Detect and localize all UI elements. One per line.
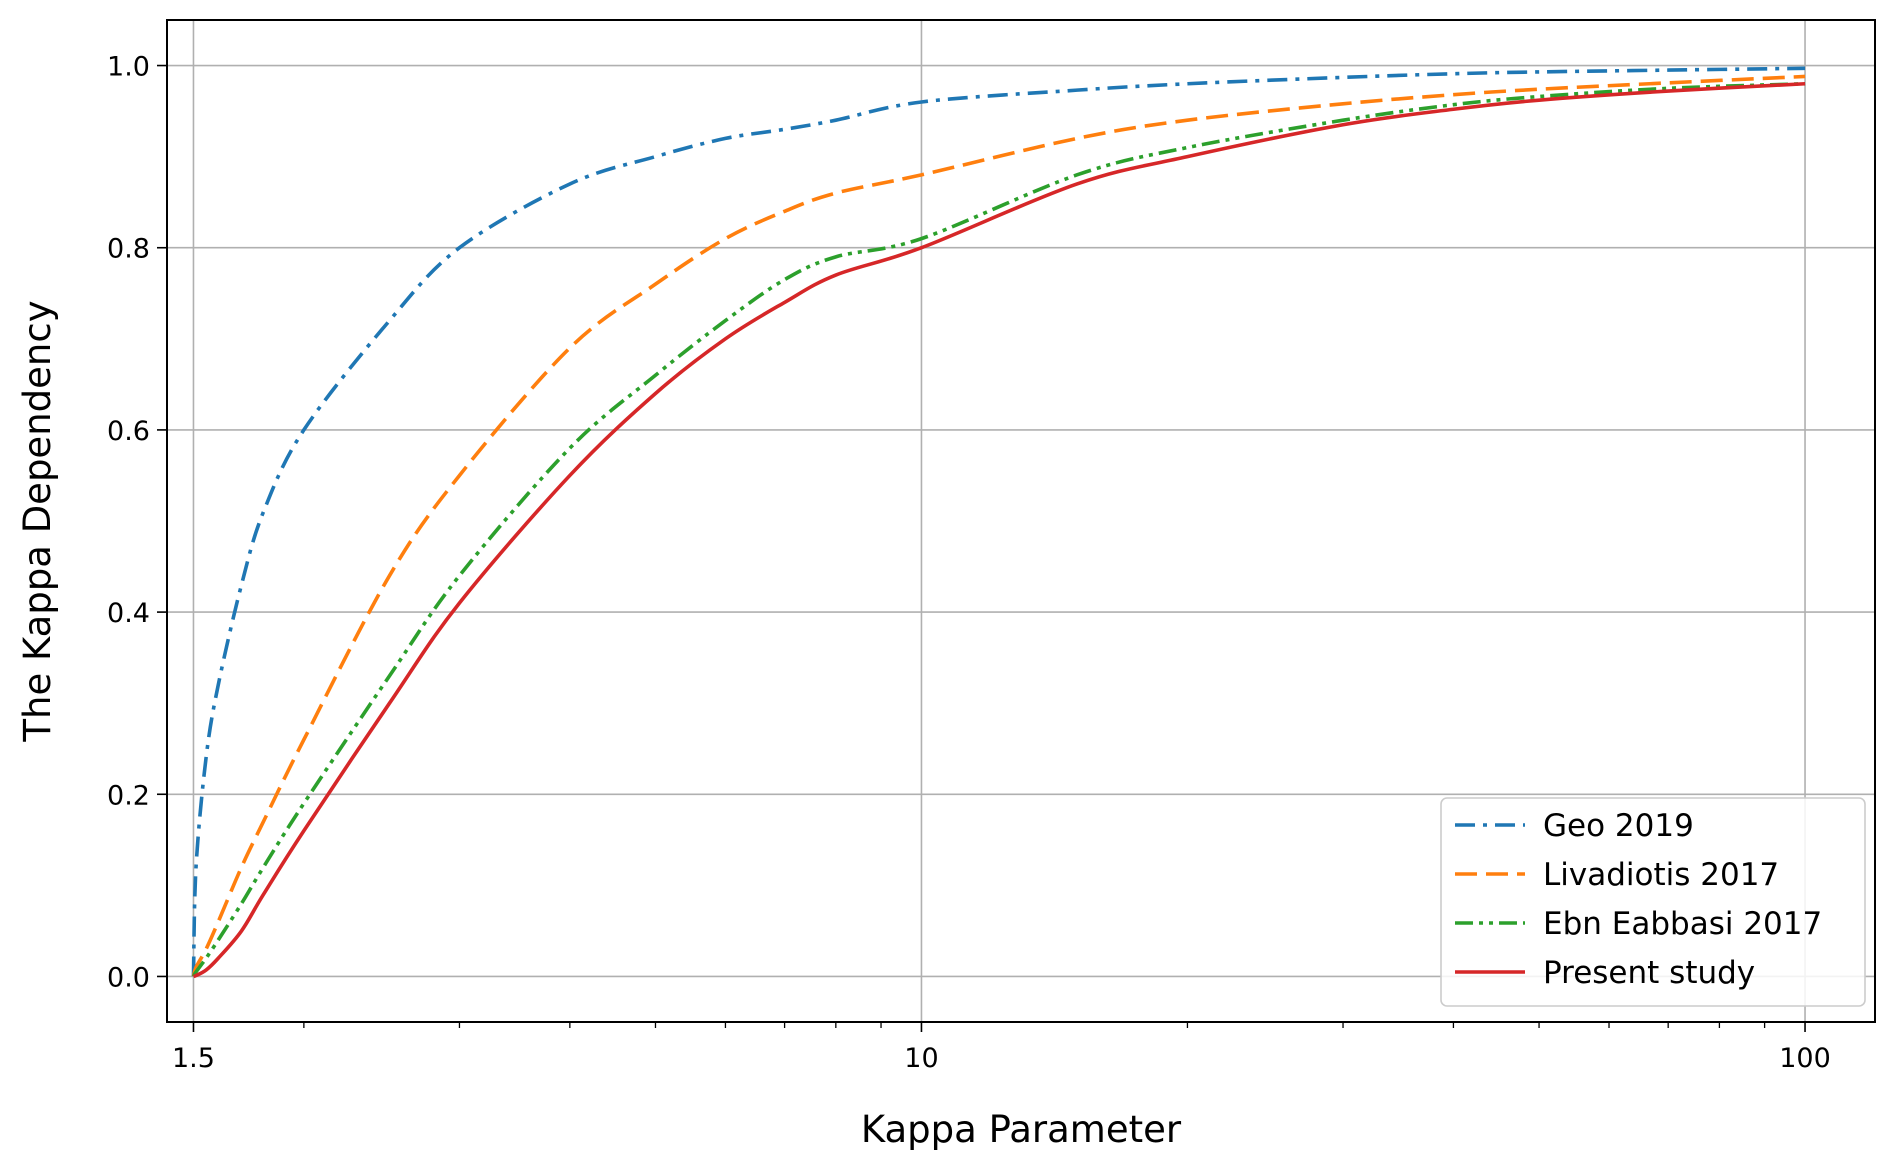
series-line-2 [191,81,1806,978]
y-tick-label: 0.0 [107,962,150,993]
legend-box [1440,797,1866,1007]
series-line-1 [191,74,1806,977]
y-tick-label: 0.4 [107,598,150,629]
series-line-3 [192,81,1806,979]
legend-label: Ebn Eabbasi 2017 [1543,906,1822,942]
y-tick-label: 1.0 [107,52,150,83]
series-line-0 [191,66,1806,977]
y-tick-label: 0.2 [107,780,150,811]
legend-label: Geo 2019 [1543,808,1694,844]
series-lines [191,66,1806,979]
x-tick-label: 100 [1779,1043,1831,1074]
legend: Geo 2019 Livadiotis 2017 Ebn Eabbasi 2017 P… [1440,797,1866,1007]
x-axis-title: Kappa Parameter [861,1108,1182,1151]
y-tick-label: 0.8 [107,234,150,265]
plot-frame [166,19,1876,1023]
x-tick-label: 10 [904,1043,938,1074]
y-axis-title: The Kappa Dependency [16,300,59,742]
legend-label: Livadiotis 2017 [1543,857,1779,893]
x-tick-label: 1.5 [172,1043,215,1074]
ticks: 1.5 10 100 0.0 0.2 0.4 0.6 0.8 1.0 [107,52,1831,1074]
grid [167,20,1875,1022]
y-tick-label: 0.6 [107,416,150,447]
legend-label: Present study [1543,955,1755,991]
